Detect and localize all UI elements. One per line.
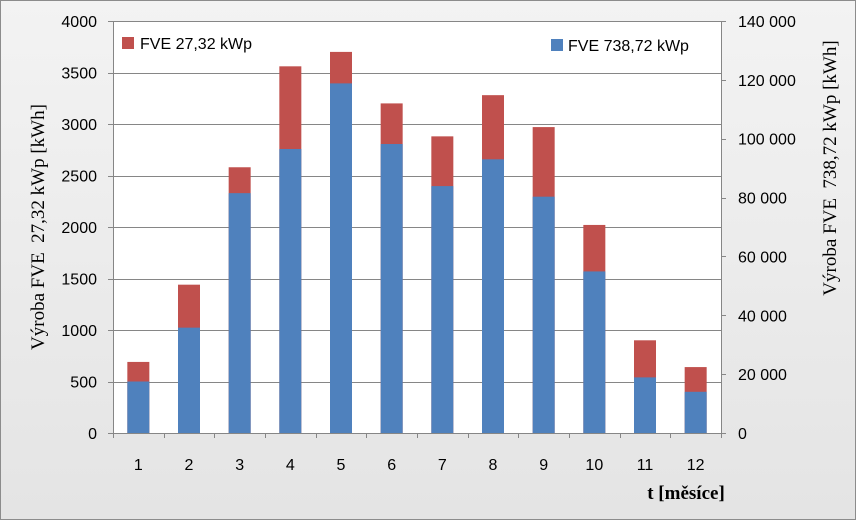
x-tick-label: 9 xyxy=(539,457,548,474)
y-tick-label-left: 4000 xyxy=(61,14,97,31)
bar-fve-738-9 xyxy=(532,196,555,433)
bar-fve-738-2 xyxy=(178,327,200,433)
y-tick-label-right: 100 000 xyxy=(738,132,796,149)
y-tick-label-left: 500 xyxy=(70,375,97,392)
y-tick-label-right: 140 000 xyxy=(738,14,796,31)
legend-label-fve-27: FVE 27,32 kWp xyxy=(140,36,252,53)
x-tick-label: 6 xyxy=(387,457,396,474)
x-tick-label: 11 xyxy=(637,457,654,474)
x-axis-title: t [měsíce] xyxy=(647,483,725,504)
y-tick-labels-left: 0 500 1000 1500 2000 2500 3000 3500 4000 xyxy=(61,14,97,443)
x-tick-label: 5 xyxy=(337,457,346,474)
y-tick-label-left: 1500 xyxy=(61,272,97,289)
x-tick-label: 3 xyxy=(235,457,244,474)
x-tick-label: 7 xyxy=(438,457,447,474)
y-axis-title-left: Výroba FVE 27,32 kWp [kWh] xyxy=(28,104,49,350)
bar-fve-738-1 xyxy=(127,381,150,433)
bar-fve-738-7 xyxy=(431,186,454,433)
y-tick-label-right: 80 000 xyxy=(738,191,787,208)
y-tick-label-left: 2500 xyxy=(61,169,97,186)
x-tick-label: 10 xyxy=(585,457,603,474)
y-tick-label-left: 0 xyxy=(88,426,97,443)
y-axis-title-right: Výroba FVE 738,72 kWp [kWh] xyxy=(820,40,841,295)
bar-fve-738-8 xyxy=(482,159,504,434)
y-tick-label-left: 3500 xyxy=(61,66,97,83)
y-tick-label-right: 60 000 xyxy=(738,249,787,266)
bar-fve-738-6 xyxy=(380,144,403,434)
bar-fve-738-10 xyxy=(583,271,606,433)
bar-fve-738-12 xyxy=(684,391,707,433)
bar-fve-738-11 xyxy=(634,377,656,433)
bars xyxy=(127,51,707,434)
x-tick-label: 1 xyxy=(134,457,143,474)
y-tick-label-right: 20 000 xyxy=(738,367,787,384)
legend-swatch-fve-27 xyxy=(122,37,134,49)
x-tick-label: 8 xyxy=(489,457,498,474)
y-tick-label-right: 0 xyxy=(738,426,747,443)
y-tick-label-left: 3000 xyxy=(61,117,97,134)
y-tick-label-right: 120 000 xyxy=(738,73,796,90)
x-tick-labels: 1 2 3 4 5 6 7 8 9 10 11 12 xyxy=(134,457,705,474)
legend-swatch-fve-738 xyxy=(551,39,563,51)
y-tick-labels-right: 0 20 000 40 000 60 000 80 000 100 000 120 000 1… xyxy=(738,14,796,443)
y-tick-label-left: 1000 xyxy=(61,323,97,340)
y-tick-label-left: 2000 xyxy=(61,220,97,237)
y-tick-label-right: 40 000 xyxy=(738,308,787,325)
legend-label-fve-738: FVE 738,72 kWp xyxy=(568,38,689,55)
x-tick-label: 12 xyxy=(687,457,705,474)
gridlines xyxy=(108,21,726,438)
x-tick-label: 4 xyxy=(286,457,295,474)
x-tick-label: 2 xyxy=(185,457,194,474)
bar-fve-738-4 xyxy=(279,149,302,433)
bar-fve-738-3 xyxy=(228,193,251,433)
bar-fve-738-5 xyxy=(330,83,352,433)
